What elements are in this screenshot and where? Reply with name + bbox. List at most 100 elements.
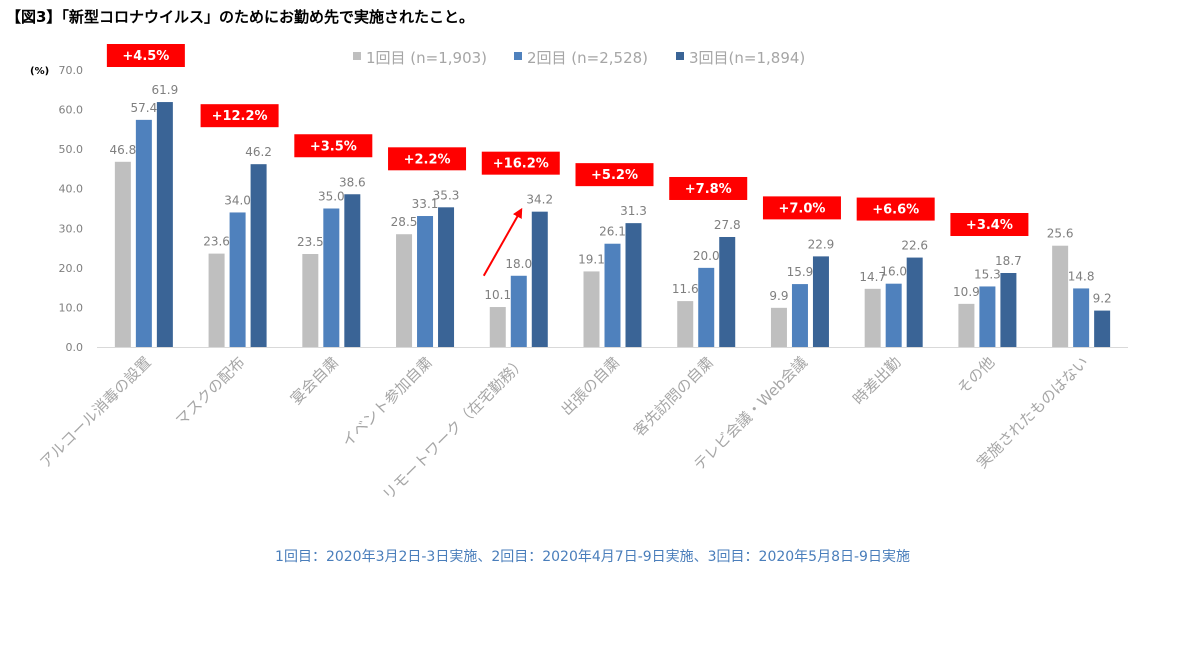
bar bbox=[510, 275, 527, 347]
difference-badge bbox=[481, 151, 560, 175]
category-labels: アルコール消毒の設置 マスクの配布 宴会自粛イベント参加自粛リモートワーク（在宅勤務… bbox=[36, 353, 1092, 504]
data-label: 46.8 bbox=[110, 143, 137, 157]
data-label: 22.9 bbox=[808, 237, 835, 251]
bar bbox=[885, 283, 902, 347]
difference-badge bbox=[106, 44, 185, 67]
data-label: 20.0 bbox=[693, 249, 720, 263]
category-label: イベント参加自粛 bbox=[338, 353, 436, 451]
bar bbox=[208, 253, 225, 347]
y-tick-label: 0.0 bbox=[66, 341, 84, 354]
difference-badge bbox=[575, 163, 654, 187]
difference-label: +2.2% bbox=[404, 152, 451, 167]
bar bbox=[719, 236, 736, 347]
category-label: マスクの配布 bbox=[172, 353, 248, 429]
data-label: 18.7 bbox=[995, 254, 1022, 268]
y-axis: 0.0 10.0 20.0 30.0 40.0 50.0 60.0 70.0 bbox=[59, 64, 84, 354]
y-unit-label: (%) bbox=[30, 66, 49, 77]
data-label: 9.2 bbox=[1093, 292, 1112, 306]
category-label: 客先訪問の自粛 bbox=[630, 353, 717, 440]
difference-badge bbox=[200, 104, 279, 128]
bar bbox=[812, 256, 829, 347]
data-label: 34.2 bbox=[526, 193, 553, 207]
data-label: 35.3 bbox=[433, 188, 460, 202]
difference-label: +4.5% bbox=[122, 49, 169, 64]
y-tick-label: 20.0 bbox=[59, 262, 84, 275]
bar bbox=[625, 223, 642, 347]
bar bbox=[979, 286, 996, 347]
legend-label: 1回目 (n=1,903) bbox=[366, 49, 487, 67]
bar bbox=[1000, 273, 1017, 347]
data-label: 38.6 bbox=[339, 175, 366, 189]
difference-badges: +4.5% +12.2% +3.5% +2.2% +16.2% +5.2% +7.8% +7.… bbox=[106, 44, 1029, 237]
category-label: アルコール消毒の設置 bbox=[36, 353, 154, 471]
bar bbox=[958, 303, 975, 347]
data-label: 33.1 bbox=[412, 197, 439, 211]
data-label: 15.3 bbox=[974, 267, 1001, 281]
legend: 1回目 (n=1,903) 2回目 (n=2,528) 3回目(n=1,894) bbox=[353, 49, 805, 67]
bar bbox=[302, 254, 319, 347]
data-label: 23.5 bbox=[297, 235, 324, 249]
bar bbox=[489, 307, 506, 347]
data-label: 26.1 bbox=[599, 225, 626, 239]
bar bbox=[438, 207, 455, 347]
data-label: 10.9 bbox=[953, 285, 980, 299]
page-title: 【図3】「新型コロナウイルス」のためにお勤め先で実施されたこと。 bbox=[6, 8, 474, 26]
y-tick-label: 30.0 bbox=[59, 222, 84, 235]
bar bbox=[604, 243, 621, 347]
category-label: 宴会自粛 bbox=[287, 353, 342, 408]
bar bbox=[906, 257, 923, 347]
data-label: 10.1 bbox=[484, 288, 511, 302]
bar bbox=[344, 194, 361, 347]
data-label: 19.1 bbox=[578, 252, 605, 266]
category-label: その他 bbox=[954, 353, 999, 398]
bar bbox=[135, 119, 152, 347]
legend-swatch bbox=[514, 52, 522, 60]
difference-label: +7.8% bbox=[685, 182, 732, 197]
difference-badge bbox=[294, 134, 373, 158]
footnote: 1回目：2020年3月2日-3日実施、2回目：2020年4月7日-9日実施、3回… bbox=[275, 549, 910, 565]
y-tick-label: 40.0 bbox=[59, 183, 84, 196]
difference-label: +6.6% bbox=[872, 203, 919, 218]
category-label: 時差出勤 bbox=[849, 353, 904, 408]
bar bbox=[250, 164, 267, 347]
bar bbox=[677, 301, 694, 347]
data-label: 28.5 bbox=[391, 215, 418, 229]
bar bbox=[229, 212, 246, 347]
data-label: 35.0 bbox=[318, 190, 345, 204]
bar bbox=[1052, 245, 1069, 347]
data-label: 61.9 bbox=[152, 83, 179, 97]
bar bbox=[323, 208, 340, 347]
y-tick-label: 50.0 bbox=[59, 143, 84, 156]
data-label: 16.0 bbox=[880, 265, 907, 279]
difference-badge bbox=[762, 196, 841, 220]
difference-label: +3.4% bbox=[966, 218, 1013, 233]
data-label: 25.6 bbox=[1047, 227, 1074, 241]
data-label: 22.6 bbox=[901, 239, 928, 253]
data-label: 57.4 bbox=[131, 101, 158, 115]
data-label: 14.7 bbox=[859, 270, 886, 284]
legend-swatch bbox=[353, 52, 361, 60]
bar bbox=[1094, 310, 1111, 347]
data-label: 27.8 bbox=[714, 218, 741, 232]
bar bbox=[417, 216, 434, 347]
data-label: 9.9 bbox=[769, 289, 788, 303]
difference-badge bbox=[950, 213, 1029, 237]
bar bbox=[770, 307, 787, 347]
difference-label: +7.0% bbox=[778, 201, 825, 216]
difference-label: +3.5% bbox=[310, 139, 357, 154]
bar bbox=[791, 284, 808, 347]
bar bbox=[156, 102, 173, 347]
data-label: 14.8 bbox=[1068, 269, 1095, 283]
y-tick-label: 60.0 bbox=[59, 104, 84, 117]
bar bbox=[114, 161, 131, 347]
difference-badge bbox=[388, 147, 467, 171]
difference-badge bbox=[856, 197, 935, 221]
bar bbox=[864, 288, 881, 347]
legend-label: 3回目(n=1,894) bbox=[689, 49, 805, 67]
data-label: 15.9 bbox=[787, 265, 814, 279]
bar bbox=[396, 234, 413, 347]
difference-label: +5.2% bbox=[591, 168, 638, 183]
legend-swatch bbox=[676, 52, 684, 60]
category-label: 出張の自粛 bbox=[558, 353, 624, 419]
